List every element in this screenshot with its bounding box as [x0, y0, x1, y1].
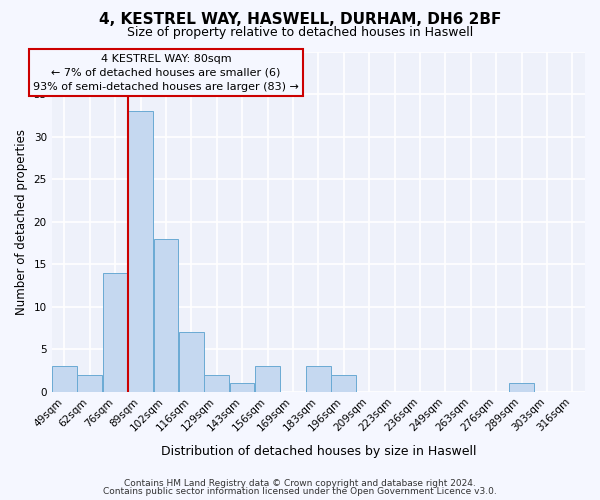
Bar [205, 374, 229, 392]
Bar [230, 383, 254, 392]
Y-axis label: Number of detached properties: Number of detached properties [15, 128, 28, 314]
Text: Contains public sector information licensed under the Open Government Licence v3: Contains public sector information licen… [103, 488, 497, 496]
Bar [509, 383, 534, 392]
Bar [128, 111, 153, 392]
X-axis label: Distribution of detached houses by size in Haswell: Distribution of detached houses by size … [161, 444, 476, 458]
Text: Contains HM Land Registry data © Crown copyright and database right 2024.: Contains HM Land Registry data © Crown c… [124, 478, 476, 488]
Bar [255, 366, 280, 392]
Bar [331, 374, 356, 392]
Text: Size of property relative to detached houses in Haswell: Size of property relative to detached ho… [127, 26, 473, 39]
Text: 4, KESTREL WAY, HASWELL, DURHAM, DH6 2BF: 4, KESTREL WAY, HASWELL, DURHAM, DH6 2BF [99, 12, 501, 28]
Text: 4 KESTREL WAY: 80sqm
← 7% of detached houses are smaller (6)
93% of semi-detache: 4 KESTREL WAY: 80sqm ← 7% of detached ho… [33, 54, 299, 92]
Bar [306, 366, 331, 392]
Bar [179, 332, 203, 392]
Bar [154, 238, 178, 392]
Bar [77, 374, 102, 392]
Bar [103, 272, 127, 392]
Bar [52, 366, 77, 392]
